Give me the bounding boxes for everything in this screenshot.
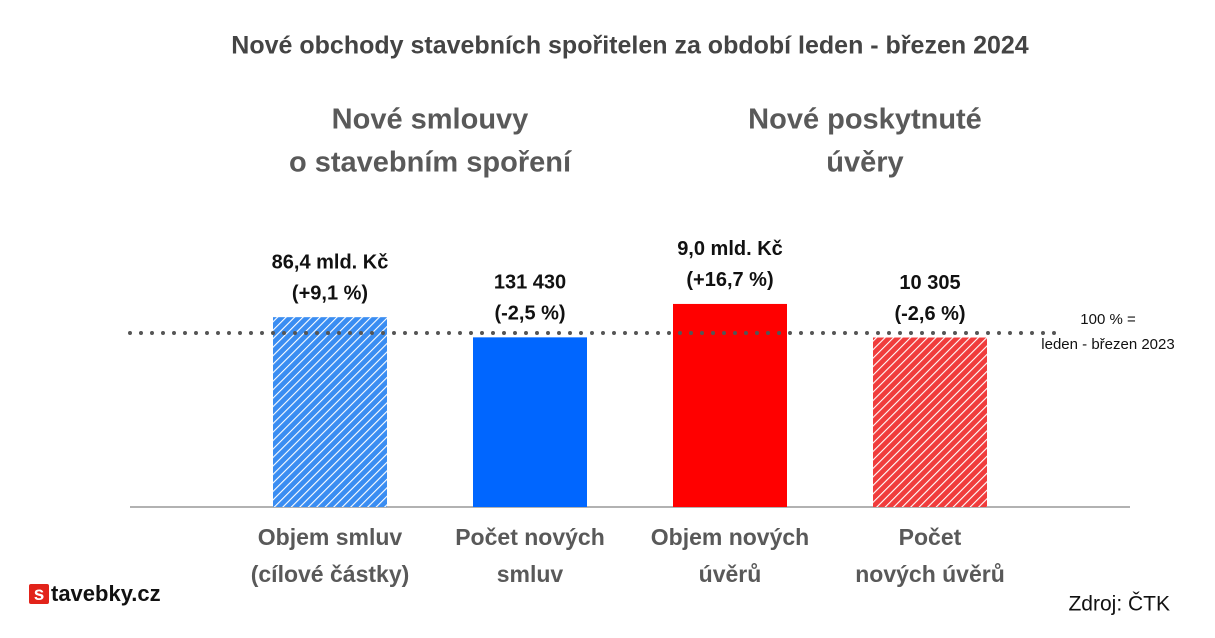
group-header: o stavebním spoření — [289, 147, 572, 179]
logo-text: tavebky.cz — [51, 581, 161, 606]
group-header: Nové smlouvy — [332, 104, 529, 136]
x-tick-label: Objem nových — [651, 524, 809, 550]
bar — [673, 303, 787, 507]
x-tick-label: úvěrů — [699, 561, 762, 587]
bar — [873, 337, 987, 507]
x-tick-label: Počet nových — [455, 524, 605, 550]
change-label: (-2,5 %) — [494, 303, 565, 325]
x-tick-label: smluv — [497, 561, 564, 587]
amount-label: 10 305 — [899, 272, 960, 294]
reference-label: 100 % = — [1080, 311, 1136, 328]
source: Zdroj: ČTK — [1068, 593, 1170, 616]
change-label: (+9,1 %) — [292, 282, 368, 304]
amount-label: 131 430 — [494, 272, 566, 294]
reference-label: leden - březen 2023 — [1041, 336, 1174, 353]
x-tick-label: nových úvěrů — [855, 561, 1005, 587]
x-tick-label: (cílové částky) — [251, 561, 410, 587]
amount-label: 9,0 mld. Kč — [677, 238, 783, 260]
logo-mark: s — [34, 584, 45, 605]
chart-title: Nové obchody stavebních spořitelen za ob… — [231, 32, 1028, 60]
logo-box — [29, 584, 49, 604]
group-header: úvěry — [826, 147, 903, 179]
bar — [473, 337, 587, 507]
bar — [273, 317, 387, 507]
x-tick-label: Objem smluv — [258, 524, 403, 550]
x-tick-label: Počet — [899, 524, 962, 550]
group-header: Nové poskytnuté — [748, 104, 982, 136]
change-label: (-2,6 %) — [894, 303, 965, 325]
change-label: (+16,7 %) — [686, 269, 773, 291]
amount-label: 86,4 mld. Kč — [272, 251, 389, 273]
